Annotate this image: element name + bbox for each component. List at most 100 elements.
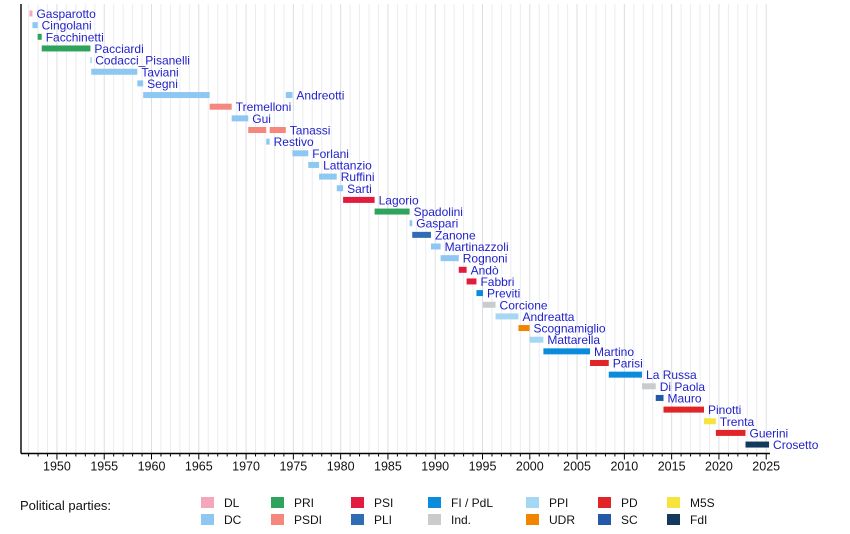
minister-label[interactable]: Parisi bbox=[613, 357, 643, 371]
legend-label: PSI bbox=[374, 495, 394, 510]
term-bar-segni[interactable] bbox=[137, 80, 144, 87]
term-bar-corcione[interactable] bbox=[482, 301, 496, 308]
minister-label[interactable]: Andreatta bbox=[522, 310, 574, 324]
legend-item-pd: PD bbox=[598, 494, 667, 511]
minister-label[interactable]: Gui bbox=[252, 112, 271, 126]
term-bar-gasparotto[interactable] bbox=[29, 10, 33, 17]
minister-label[interactable]: Rognoni bbox=[463, 252, 508, 266]
term-bar-andreotti[interactable] bbox=[285, 92, 293, 99]
minister-label[interactable]: Taviani bbox=[141, 65, 178, 79]
legend-label: FI / PdL bbox=[451, 495, 494, 510]
term-bar-andreatta[interactable] bbox=[495, 313, 519, 320]
minister-label[interactable]: Lattanzio bbox=[323, 158, 372, 172]
term-bar-pinotti[interactable] bbox=[663, 406, 704, 413]
term-bar-fabbri[interactable] bbox=[466, 278, 477, 285]
legend-item-dl: DL bbox=[201, 494, 271, 511]
minister-label[interactable]: Guerini bbox=[750, 426, 789, 440]
term-bar-la-russa[interactable] bbox=[608, 371, 643, 378]
minister-label[interactable]: Lagorio bbox=[379, 193, 419, 207]
legend-item-dc: DC bbox=[201, 511, 271, 528]
legend-item-ind-: Ind. bbox=[428, 511, 526, 528]
term-bar-gaspari[interactable] bbox=[409, 220, 413, 227]
term-bar-trenta[interactable] bbox=[703, 418, 716, 425]
minister-label[interactable]: Tremelloni bbox=[236, 100, 292, 114]
term-bar-scognamiglio[interactable] bbox=[518, 325, 530, 332]
term-bar-tremelloni[interactable] bbox=[209, 103, 232, 110]
minister-label[interactable]: Forlani bbox=[312, 147, 349, 161]
minister-label[interactable]: Andreotti bbox=[296, 89, 344, 103]
legend-item-fi-pdl: FI / PdL bbox=[428, 494, 526, 511]
minister-label[interactable]: Previti bbox=[487, 287, 520, 301]
term-bar-mattarella[interactable] bbox=[529, 336, 544, 343]
term-bar-lagorio[interactable] bbox=[343, 196, 375, 203]
term-bar-di-paola[interactable] bbox=[642, 383, 656, 390]
minister-label[interactable]: Segni bbox=[147, 77, 178, 91]
term-bar-zanone[interactable] bbox=[412, 231, 431, 238]
legend-item-udr: UDR bbox=[526, 511, 598, 528]
term-bar-forlani[interactable] bbox=[292, 150, 309, 157]
minister-label[interactable]: Tanassi bbox=[290, 124, 331, 138]
minister-label[interactable]: Scognamiglio bbox=[534, 322, 606, 336]
minister-label[interactable]: Trenta bbox=[720, 415, 755, 429]
term-bar-parisi[interactable] bbox=[590, 360, 609, 366]
axis-year-label: 1960 bbox=[138, 460, 166, 474]
term-bar-codacci-pisanelli[interactable] bbox=[90, 57, 92, 64]
legend-label: M5S bbox=[690, 495, 715, 510]
legend-swatch-ppi bbox=[526, 497, 539, 508]
legend-label: PSDI bbox=[294, 512, 323, 527]
axis-year-label: 2005 bbox=[563, 460, 591, 474]
legend-item-ppi: PPI bbox=[526, 494, 598, 511]
minister-label[interactable]: Di Paola bbox=[660, 380, 706, 394]
term-bar-cingolani[interactable] bbox=[32, 22, 38, 29]
minister-label[interactable]: Sarti bbox=[347, 182, 372, 196]
term-bar-guerini[interactable] bbox=[715, 429, 746, 436]
minister-label[interactable]: Mauro bbox=[668, 391, 702, 405]
minister-label[interactable]: Ruffini bbox=[341, 170, 375, 184]
minister-label[interactable]: Corcione bbox=[500, 298, 548, 312]
minister-label[interactable]: Mattarella bbox=[547, 333, 600, 347]
legend-swatch-dc bbox=[201, 514, 214, 525]
term-bar-martino[interactable] bbox=[543, 348, 591, 355]
legend-swatch-dl bbox=[201, 497, 214, 508]
term-bar-facchinetti[interactable] bbox=[37, 33, 42, 40]
term-bar-and-[interactable] bbox=[458, 266, 467, 273]
term-bar-spadolini[interactable] bbox=[374, 208, 410, 215]
minister-label[interactable]: La Russa bbox=[646, 368, 697, 382]
term-bar-andreotti[interactable] bbox=[143, 92, 210, 99]
term-bar-sarti[interactable] bbox=[336, 185, 344, 192]
term-bar-tanassi[interactable] bbox=[248, 127, 267, 133]
term-bar-rognoni[interactable] bbox=[440, 255, 459, 262]
minister-label[interactable]: Martinazzoli bbox=[445, 240, 509, 254]
minister-label[interactable]: Pacciardi bbox=[94, 42, 143, 56]
term-bar-crosetto[interactable] bbox=[745, 441, 770, 448]
minister-label[interactable]: Facchinetti bbox=[46, 30, 104, 44]
term-bar-gui[interactable] bbox=[231, 115, 249, 122]
term-bar-ruffini[interactable] bbox=[319, 173, 337, 180]
term-bar-mauro[interactable] bbox=[655, 394, 664, 401]
minister-label[interactable]: Gaspari bbox=[416, 217, 458, 231]
minister-label[interactable]: Cingolani bbox=[42, 19, 92, 33]
term-bar-pacciardi[interactable] bbox=[41, 45, 91, 52]
minister-label[interactable]: Spadolini bbox=[414, 205, 463, 219]
minister-label[interactable]: Zanone bbox=[435, 228, 476, 242]
legend-label: DL bbox=[224, 495, 240, 510]
axis-year-label: 1985 bbox=[374, 460, 402, 474]
minister-label[interactable]: Restivo bbox=[274, 135, 314, 149]
term-bar-martinazzoli[interactable] bbox=[430, 243, 441, 250]
minister-label[interactable]: Andò bbox=[471, 263, 499, 277]
axis-year-label: 1955 bbox=[90, 460, 118, 474]
minister-label[interactable]: Fabbri bbox=[480, 275, 514, 289]
legend-item-pri: PRI bbox=[271, 494, 351, 511]
term-bar-restivo[interactable] bbox=[266, 138, 270, 145]
minister-label[interactable]: Martino bbox=[594, 345, 634, 359]
minister-label[interactable]: Pinotti bbox=[708, 403, 741, 417]
term-bar-previti[interactable] bbox=[476, 290, 483, 297]
minister-label[interactable]: Crosetto bbox=[773, 438, 819, 452]
term-bar-tanassi[interactable] bbox=[269, 127, 286, 133]
term-bar-lattanzio[interactable] bbox=[308, 161, 320, 168]
legend-title: Political parties: bbox=[20, 498, 112, 513]
term-bar-taviani[interactable] bbox=[91, 68, 138, 75]
minister-label[interactable]: Gasparotto bbox=[36, 7, 96, 21]
minister-label[interactable]: Codacci_Pisanelli bbox=[95, 54, 190, 68]
